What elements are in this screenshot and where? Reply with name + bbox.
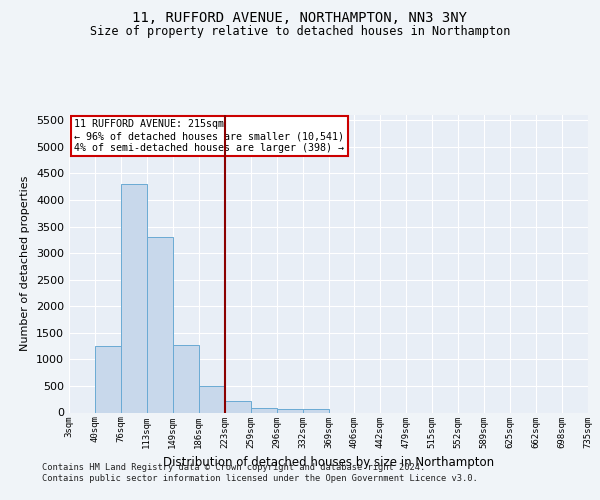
Bar [199,386,224,412]
Y-axis label: Number of detached properties: Number of detached properties [20,176,31,352]
Bar [173,344,199,412]
Bar [121,184,147,412]
X-axis label: Distribution of detached houses by size in Northampton: Distribution of detached houses by size … [163,456,494,469]
Bar [225,401,251,412]
Bar [251,408,277,412]
Text: Size of property relative to detached houses in Northampton: Size of property relative to detached ho… [90,25,510,38]
Bar [302,410,329,412]
Text: 11 RUFFORD AVENUE: 215sqm
← 96% of detached houses are smaller (10,541)
4% of se: 11 RUFFORD AVENUE: 215sqm ← 96% of detac… [74,120,344,152]
Bar [147,237,173,412]
Bar [277,410,302,412]
Text: 11, RUFFORD AVENUE, NORTHAMPTON, NN3 3NY: 11, RUFFORD AVENUE, NORTHAMPTON, NN3 3NY [133,11,467,25]
Bar [95,346,121,412]
Text: Contains public sector information licensed under the Open Government Licence v3: Contains public sector information licen… [42,474,478,483]
Text: Contains HM Land Registry data © Crown copyright and database right 2024.: Contains HM Land Registry data © Crown c… [42,462,425,471]
